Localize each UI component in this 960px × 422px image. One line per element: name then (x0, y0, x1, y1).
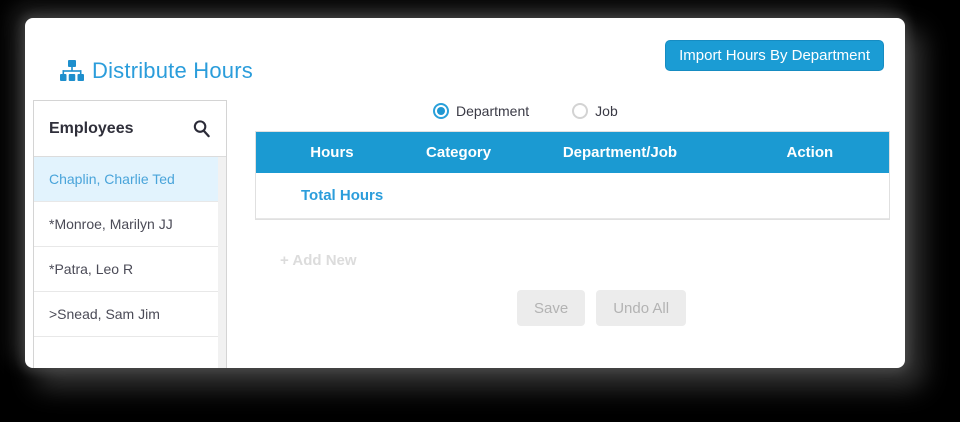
hours-distribution-table: Hours Category Department/Job Action Tot… (255, 131, 890, 220)
table-header-row: Hours Category Department/Job Action (256, 132, 889, 173)
employee-item-chaplin[interactable]: Chaplin, Charlie Ted (34, 157, 226, 202)
employees-sidebar-header: Employees (34, 101, 226, 157)
column-header-hours: Hours (310, 144, 354, 161)
action-buttons: Save Undo All (517, 290, 687, 326)
radio-department-circle-icon (433, 103, 449, 119)
save-button[interactable]: Save (517, 290, 586, 326)
column-header-action: Action (786, 144, 834, 161)
radio-job-label: Job (595, 103, 618, 119)
radio-job-circle-icon (572, 103, 589, 119)
employee-name: *Monroe, Marilyn JJ (49, 216, 173, 232)
sitemap-icon (60, 60, 84, 82)
total-hours-row: Total Hours (256, 173, 889, 219)
employee-list-scrollbar[interactable] (218, 157, 226, 368)
undo-all-button[interactable]: Undo All (596, 290, 687, 326)
distribute-hours-panel: Distribute Hours Import Hours By Departm… (25, 18, 905, 368)
radio-department[interactable]: Department (433, 103, 529, 119)
employee-item-patra[interactable]: *Patra, Leo R (34, 247, 226, 292)
column-header-category: Category (426, 144, 492, 161)
employee-name: >Snead, Sam Jim (49, 306, 160, 322)
radio-department-label: Department (456, 103, 530, 119)
import-hours-by-department-button[interactable]: Import Hours By Department (665, 40, 884, 71)
employee-item-monroe[interactable]: *Monroe, Marilyn JJ (34, 202, 226, 247)
page-header: Distribute Hours (60, 58, 253, 84)
employee-list: Chaplin, Charlie Ted *Monroe, Marilyn JJ… (34, 157, 226, 368)
employees-sidebar: Employees Chaplin, Charlie Ted *Monroe, … (33, 100, 227, 368)
column-header-department-job: Department/Job (562, 144, 678, 161)
employee-name: Chaplin, Charlie Ted (49, 171, 175, 187)
search-icon[interactable] (192, 119, 211, 138)
total-hours-label: Total Hours (301, 187, 384, 204)
employee-item-snead[interactable]: >Snead, Sam Jim (34, 292, 226, 337)
page-title: Distribute Hours (92, 58, 253, 83)
group-by-radio-row: Department Job (433, 103, 618, 119)
employee-name: *Patra, Leo R (49, 261, 134, 277)
radio-job[interactable]: Job (572, 103, 618, 119)
distribution-main-area: Department Job Hours Category Department… (255, 100, 890, 368)
add-new-link[interactable]: + Add New (280, 252, 357, 269)
employees-title: Employees (49, 119, 134, 137)
